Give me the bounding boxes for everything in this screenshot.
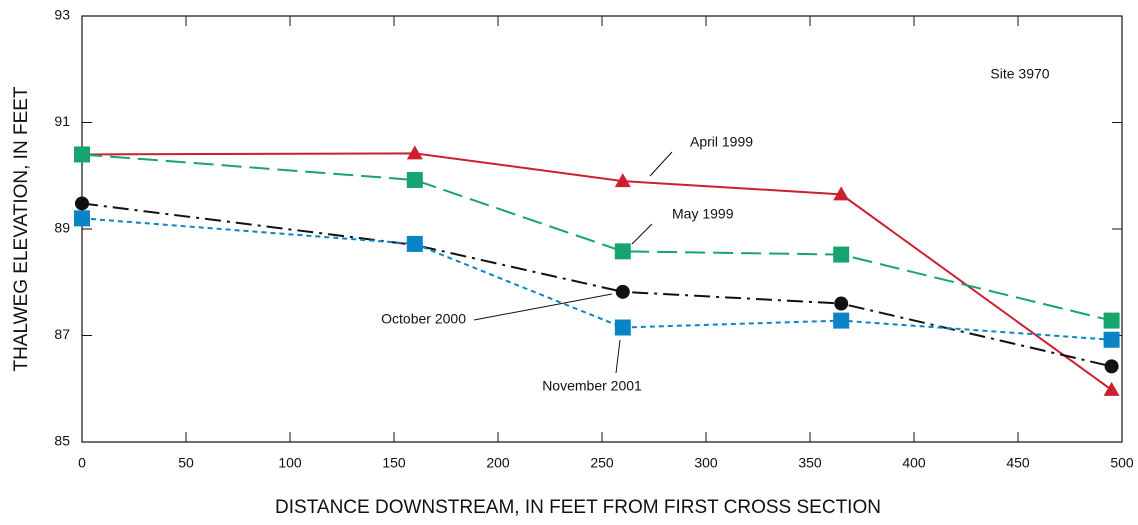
x-tick-label: 400 bbox=[902, 455, 926, 471]
marker bbox=[1103, 331, 1120, 348]
series-line bbox=[81, 217, 1112, 341]
y-tick-label: 89 bbox=[54, 220, 70, 236]
marker bbox=[1103, 312, 1120, 329]
y-tick-label: 85 bbox=[54, 433, 70, 449]
leader-line bbox=[649, 151, 673, 177]
marker bbox=[833, 246, 850, 263]
marker bbox=[614, 243, 631, 260]
series-label: April 1999 bbox=[690, 134, 753, 150]
series-line bbox=[81, 153, 1112, 322]
x-tick-label: 150 bbox=[382, 455, 406, 471]
x-tick-label: 100 bbox=[278, 455, 302, 471]
x-tick-label: 250 bbox=[590, 455, 614, 471]
x-tick-label: 0 bbox=[78, 455, 86, 471]
marker bbox=[833, 186, 850, 201]
x-axis-label: DISTANCE DOWNSTREAM, IN FEET FROM FIRST … bbox=[275, 497, 881, 518]
marker bbox=[614, 173, 631, 188]
series-label: October 2000 bbox=[381, 311, 466, 327]
marker bbox=[1103, 381, 1120, 396]
y-tick-label: 91 bbox=[54, 113, 70, 129]
series-label: November 2001 bbox=[542, 378, 642, 394]
x-tick-label: 450 bbox=[1006, 455, 1030, 471]
annotation: Site 3970 bbox=[990, 66, 1049, 82]
series-label: May 1999 bbox=[672, 206, 734, 222]
x-tick-label: 350 bbox=[798, 455, 822, 471]
marker bbox=[406, 235, 423, 252]
marker bbox=[406, 172, 423, 189]
marker bbox=[615, 284, 630, 299]
marker bbox=[406, 145, 423, 160]
leader-line bbox=[615, 339, 621, 374]
x-tick-label: 300 bbox=[694, 455, 718, 471]
leader-line bbox=[631, 223, 653, 245]
marker bbox=[74, 146, 90, 163]
marker bbox=[833, 312, 850, 329]
y-axis-label: THALWEG ELEVATION, IN FEET bbox=[11, 86, 32, 371]
y-tick-label: 87 bbox=[54, 326, 70, 342]
marker bbox=[614, 319, 631, 336]
marker bbox=[834, 296, 849, 311]
x-tick-label: 500 bbox=[1110, 455, 1134, 471]
y-tick-label: 93 bbox=[54, 7, 70, 23]
x-tick-label: 50 bbox=[178, 455, 194, 471]
x-tick-label: 200 bbox=[486, 455, 510, 471]
series-line bbox=[81, 152, 1113, 391]
series-line bbox=[81, 202, 1112, 368]
leader-line bbox=[473, 293, 613, 321]
marker bbox=[75, 196, 89, 211]
marker bbox=[74, 210, 90, 227]
marker bbox=[1104, 359, 1119, 374]
